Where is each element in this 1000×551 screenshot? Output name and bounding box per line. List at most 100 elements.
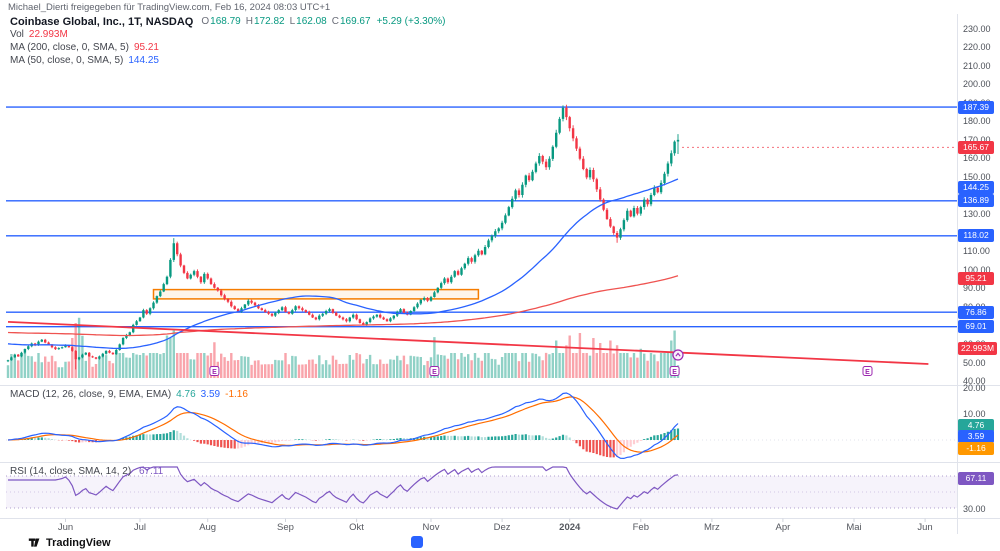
rsi-band xyxy=(6,476,957,508)
macd-values: 4.76 3.59 -1.16 xyxy=(171,389,248,400)
earnings-marker[interactable]: E xyxy=(669,366,680,376)
time-axis-label: Dez xyxy=(493,522,511,533)
rsi-axis-tick: 30.00 xyxy=(963,503,986,514)
rsi-legend[interactable]: RSI (14, close, SMA, 14, 2) 67.11 xyxy=(10,466,163,477)
ohlc-values: O168.79 H172.82 L162.08 C169.67 xyxy=(201,16,375,27)
earnings-marker[interactable]: E xyxy=(209,366,220,376)
ma200-legend-row[interactable]: MA (200, close, 0, SMA, 5) 95.21 xyxy=(10,41,446,54)
macd-axis-badge: -1.16 xyxy=(958,441,994,455)
tradingview-wordmark: TradingView xyxy=(46,536,111,549)
price-axis-tick: 150.00 xyxy=(963,171,991,182)
ma50-label: MA (50, close, 0, SMA, 5) xyxy=(10,55,124,66)
macd-legend[interactable]: MACD (12, 26, close, 9, EMA, EMA) 4.76 3.5… xyxy=(10,389,248,400)
time-axis-label: Okt xyxy=(349,522,364,533)
time-axis-label: Aug xyxy=(199,522,217,533)
macd-axis-badge: 4.76 xyxy=(958,418,994,432)
price-axis-tick: 210.00 xyxy=(963,60,991,71)
macd-value: -1.16 xyxy=(225,389,248,400)
price-axis-badge: 136.89 xyxy=(958,194,994,208)
time-axis-label: Jun xyxy=(57,522,74,533)
ohlc-key: C xyxy=(331,16,339,27)
ohlc-value: 169.67 xyxy=(339,16,371,27)
volume-label: Vol xyxy=(10,29,24,40)
change-value: +5.29 (+3.30%) xyxy=(376,16,446,27)
symbol-legend-row[interactable]: Coinbase Global, Inc., 1T, NASDAQ O168.7… xyxy=(10,15,446,28)
ma200-value: 95.21 xyxy=(133,42,159,53)
price-axis-badge: 118.02 xyxy=(958,229,994,243)
price-axis-tick: 200.00 xyxy=(963,79,991,90)
price-axis-tick: 110.00 xyxy=(963,246,990,257)
macd-hist-down-weak xyxy=(64,440,642,457)
price-axis-tick: 130.00 xyxy=(963,209,991,220)
price-axis-badge: 95.21 xyxy=(958,271,994,285)
macd-axis-tick: 10.00 xyxy=(963,409,986,419)
time-axis-label: Sep xyxy=(277,522,294,533)
candle-wicks-down xyxy=(17,104,659,370)
macd-line xyxy=(7,392,679,460)
event-marker-circle[interactable] xyxy=(672,349,684,361)
volume-legend-row[interactable]: Vol 22.993M xyxy=(10,28,446,41)
macd-hist-up-weak xyxy=(34,430,571,440)
time-axis[interactable]: Jun Jul Aug Sep Okt Nov Dez 2024 Feb Mrz Apr Mai Jun xyxy=(0,518,957,534)
price-axis-badge: 22.993M xyxy=(958,341,998,355)
earnings-marker[interactable]: E xyxy=(429,366,440,376)
time-axis-label: Nov xyxy=(422,522,440,533)
time-axis-label: 2024 xyxy=(559,522,581,533)
time-axis-label: Jul xyxy=(133,522,147,533)
svg-text:E: E xyxy=(865,369,870,376)
price-axis-tick: 100.00 xyxy=(963,264,991,275)
trendline[interactable] xyxy=(7,321,929,365)
rsi-line xyxy=(8,466,679,510)
candle-bodies-down xyxy=(17,107,659,360)
price-axis-badge: 187.39 xyxy=(958,100,994,114)
volume-value: 22.993M xyxy=(28,29,68,40)
time-axis-label: Jun xyxy=(917,522,933,533)
volume-bars-down xyxy=(17,323,659,378)
ma200-label: MA (200, close, 0, SMA, 5) xyxy=(10,42,129,53)
price-axis-tick: 50.00 xyxy=(963,357,986,368)
tradingview-logo[interactable]: TradingView xyxy=(28,536,111,549)
price-axis-tick: 160.00 xyxy=(963,153,991,164)
ohlc-key: H xyxy=(245,16,253,27)
price-axis-tick: 180.00 xyxy=(963,116,991,127)
time-axis-label: Feb xyxy=(632,522,649,533)
macd-label: MACD (12, 26, close, 9, EMA, EMA) xyxy=(10,389,172,400)
time-axis-label: Mrz xyxy=(703,522,720,533)
macd-axis-tick: 20.00 xyxy=(963,382,986,393)
ohlc-value: 162.08 xyxy=(296,16,327,27)
symbol-title: Coinbase Global, Inc., 1T, NASDAQ xyxy=(10,15,194,28)
ma50-line xyxy=(7,178,679,350)
macd-hist-down xyxy=(57,440,615,458)
macd-value: 3.59 xyxy=(200,389,221,400)
price-axis[interactable]: 230.00220.00210.00200.00190.00180.00170.… xyxy=(957,0,1000,551)
candle-bodies-up xyxy=(6,107,680,362)
price-axis-tick: 220.00 xyxy=(963,42,991,53)
price-axis-badge: 165.67 xyxy=(958,140,994,154)
price-range-box[interactable] xyxy=(152,288,480,300)
svg-text:E: E xyxy=(672,369,677,376)
ohlc-key: O xyxy=(201,16,210,27)
price-axis-badge: 144.25 xyxy=(958,180,994,194)
price-axis-tick: 90.00 xyxy=(963,283,986,294)
svg-text:E: E xyxy=(432,369,437,376)
svg-text:E: E xyxy=(212,369,217,376)
rsi-axis-badge: 67.11 xyxy=(958,471,994,485)
price-axis-badge: 76.86 xyxy=(958,305,994,319)
ma50-legend-row[interactable]: MA (50, close, 0, SMA, 5) 144.25 xyxy=(10,54,446,67)
rsi-label: RSI (14, close, SMA, 14, 2) xyxy=(10,466,132,477)
earnings-marker[interactable]: E xyxy=(862,366,873,376)
price-axis-badge: 69.01 xyxy=(958,320,994,334)
macd-axis-badge: 3.59 xyxy=(958,429,994,443)
blue-mark-badge[interactable] xyxy=(411,536,423,548)
macd-value: 4.76 xyxy=(176,389,196,400)
price-axis-tick: 230.00 xyxy=(963,23,991,34)
ma200-line xyxy=(7,275,679,337)
ohlc-key: L xyxy=(289,16,296,27)
bottom-bar: TradingView xyxy=(0,534,1000,551)
ma50-value: 144.25 xyxy=(128,55,159,66)
tradingview-logo-icon xyxy=(28,538,40,547)
attribution-text: Michael_Dierti freigegeben für TradingVi… xyxy=(8,2,331,13)
symbol-legend[interactable]: Coinbase Global, Inc., 1T, NASDAQ O168.7… xyxy=(10,15,446,67)
